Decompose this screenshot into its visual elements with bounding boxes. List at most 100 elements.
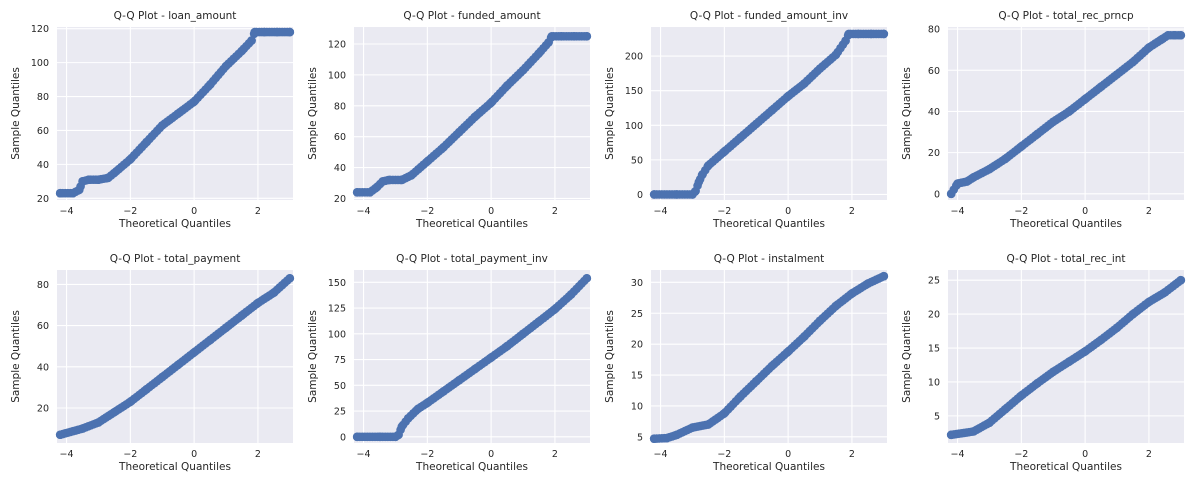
qq-data-point bbox=[566, 290, 576, 300]
qq-data-point bbox=[815, 316, 825, 325]
qq-data-point bbox=[1001, 154, 1010, 164]
qq-data-point bbox=[397, 422, 407, 431]
chart-title: Q-Q Plot - total_rec_prncp bbox=[998, 10, 1134, 22]
qq-panel-6: −4 −2 0 2 0 25 50 75 100 125 150 Q-Q Plot - total_p… bbox=[307, 253, 592, 473]
qq-data-point bbox=[556, 31, 566, 41]
chart-title: Q-Q Plot - instalment bbox=[714, 253, 825, 265]
qq-data-point bbox=[662, 433, 672, 443]
qq-data-point bbox=[126, 154, 135, 164]
chart-title: Q-Q Plot - funded_amount_inv bbox=[690, 10, 848, 22]
qq-data-point bbox=[969, 427, 978, 436]
qq-data-point bbox=[365, 187, 375, 197]
x-tick-label: −4 bbox=[60, 449, 74, 460]
plot-background bbox=[354, 270, 590, 443]
x-axis-label: Theoretical Quantiles bbox=[1009, 461, 1122, 473]
sample-points bbox=[946, 30, 1186, 199]
qq-data-point bbox=[205, 80, 215, 89]
qq-data-point bbox=[1144, 43, 1154, 52]
qq-data-point bbox=[352, 432, 362, 442]
qq-data-point bbox=[720, 409, 729, 418]
qq-data-point bbox=[569, 31, 579, 41]
sample-points bbox=[55, 27, 295, 198]
qq-data-point bbox=[1176, 30, 1186, 40]
qq-data-point bbox=[879, 29, 889, 39]
qq-data-point bbox=[985, 164, 994, 174]
qq-data-point bbox=[1176, 275, 1186, 285]
y-tick-label: 15 bbox=[631, 371, 643, 382]
qq-data-point bbox=[1157, 35, 1166, 44]
qq-data-point bbox=[1128, 309, 1138, 319]
y-tick-label: 20 bbox=[631, 340, 643, 351]
qq-data-point bbox=[1144, 297, 1154, 307]
qq-data-point bbox=[1064, 107, 1074, 116]
qq-data-point bbox=[1112, 323, 1122, 332]
y-tick-label: 60 bbox=[37, 126, 49, 137]
x-tick-label: −4 bbox=[357, 449, 371, 460]
qq-data-point bbox=[1128, 57, 1138, 67]
qq-data-point bbox=[1096, 82, 1106, 92]
y-tick-label: 40 bbox=[334, 163, 346, 174]
qq-data-point bbox=[259, 27, 269, 37]
qq-data-point bbox=[470, 112, 480, 121]
qq-data-point bbox=[486, 353, 496, 362]
qq-data-point bbox=[78, 424, 87, 433]
y-tick-label: 60 bbox=[334, 132, 346, 143]
x-tick-label: −4 bbox=[654, 206, 668, 217]
qq-data-point bbox=[946, 430, 956, 440]
qq-data-point bbox=[1064, 357, 1074, 366]
y-tick-label: 20 bbox=[37, 403, 49, 414]
qq-data-point bbox=[454, 127, 464, 137]
qq-data-point bbox=[157, 121, 167, 130]
qq-data-point bbox=[799, 79, 809, 89]
qq-data-point bbox=[285, 27, 295, 37]
qq-data-point bbox=[767, 105, 777, 115]
qq-data-point bbox=[502, 341, 512, 351]
y-tick-label: 20 bbox=[334, 194, 346, 205]
qq-data-point bbox=[831, 301, 841, 311]
qq-data-point bbox=[237, 311, 247, 320]
sample-points bbox=[946, 275, 1186, 440]
qq-data-point bbox=[1017, 391, 1026, 400]
qq-data-point bbox=[438, 143, 448, 152]
qq-data-point bbox=[1080, 347, 1090, 356]
x-tick-label: −2 bbox=[717, 449, 731, 460]
qq-data-point bbox=[205, 335, 215, 345]
y-tick-label: 100 bbox=[31, 58, 49, 69]
qq-data-point bbox=[247, 36, 256, 45]
y-tick-label: 40 bbox=[928, 107, 940, 118]
qq-data-point bbox=[582, 273, 592, 283]
qq-data-point bbox=[221, 61, 231, 71]
x-tick-label: 0 bbox=[1082, 449, 1088, 460]
qq-data-point bbox=[1017, 142, 1026, 151]
sample-points bbox=[352, 273, 592, 442]
chart-title: Q-Q Plot - total_payment bbox=[110, 253, 241, 265]
qq-data-point bbox=[518, 65, 528, 75]
qq-data-point bbox=[272, 27, 282, 37]
qq-data-point bbox=[237, 46, 247, 56]
x-tick-label: −2 bbox=[123, 449, 137, 460]
qq-data-point bbox=[1163, 30, 1173, 40]
y-tick-label: 100 bbox=[328, 70, 346, 81]
x-tick-label: −2 bbox=[1014, 449, 1028, 460]
qq-data-point bbox=[189, 97, 199, 106]
qq-data-point bbox=[985, 418, 994, 427]
qq-data-point bbox=[518, 329, 528, 339]
qq-data-point bbox=[423, 398, 432, 408]
x-axis-label: Theoretical Quantiles bbox=[415, 461, 528, 473]
chart-title: Q-Q Plot - total_rec_int bbox=[1006, 253, 1125, 265]
y-tick-label: 20 bbox=[928, 148, 940, 159]
qq-data-point bbox=[697, 170, 707, 180]
qq-data-point bbox=[1048, 367, 1058, 377]
qq-data-point bbox=[735, 133, 745, 143]
x-tick-label: 2 bbox=[552, 449, 558, 460]
x-tick-label: −4 bbox=[951, 449, 965, 460]
y-tick-label: 120 bbox=[328, 39, 346, 50]
qq-data-point bbox=[720, 147, 729, 156]
x-axis-label: Theoretical Quantiles bbox=[118, 461, 231, 473]
x-tick-label: −2 bbox=[123, 206, 137, 217]
qq-data-point bbox=[1032, 129, 1042, 139]
y-tick-label: 80 bbox=[37, 280, 49, 291]
qq-data-point bbox=[141, 138, 151, 147]
